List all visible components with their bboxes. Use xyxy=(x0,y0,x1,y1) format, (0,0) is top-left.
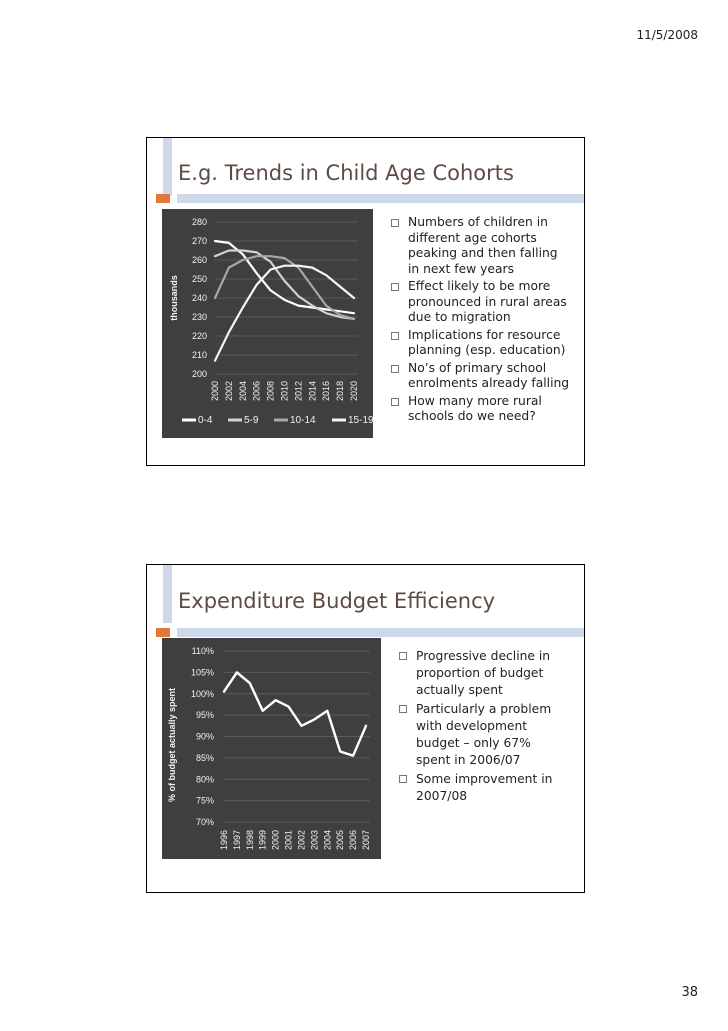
slide-decor-orange-square xyxy=(156,194,170,203)
slide-decor-horizontal-bar xyxy=(177,194,584,203)
legend-label: 5-9 xyxy=(244,415,259,426)
y-tick-label: 95% xyxy=(196,710,214,720)
y-tick-label: 280 xyxy=(192,217,207,227)
cohort-chart: 280 270 260 250 240 230 220 210 200 2000 2002 2004 2… xyxy=(162,209,373,438)
x-tick-label: 1998 xyxy=(245,830,255,850)
page-number: 38 xyxy=(681,985,698,1000)
x-tick-label: 2018 xyxy=(335,381,345,401)
bullet-text: How many more rural schools do we need? xyxy=(408,393,542,424)
bullet-item: Particularly a problem with development … xyxy=(399,701,564,769)
slide-decor-vertical-bar xyxy=(163,565,172,623)
y-tick-label: 250 xyxy=(192,274,207,284)
bullet-square-icon xyxy=(399,705,407,713)
bullet-item: Effect likely to be more pronounced in r… xyxy=(391,279,571,326)
bullet-square-icon xyxy=(399,775,407,783)
x-tick-label: 2016 xyxy=(321,381,331,401)
bullet-square-icon xyxy=(391,364,399,373)
x-tick-label: 2006 xyxy=(252,381,262,401)
x-tick-label: 2008 xyxy=(266,381,276,401)
x-tick-label: 2020 xyxy=(349,381,359,401)
legend-label: 10-14 xyxy=(290,415,316,426)
y-tick-label: 240 xyxy=(192,293,207,303)
page-date: 11/5/2008 xyxy=(636,28,698,42)
slide-decor-vertical-bar xyxy=(163,138,172,196)
bullet-item: Numbers of children in different age coh… xyxy=(391,215,571,277)
x-tick-label: 2007 xyxy=(361,830,371,850)
bullet-square-icon xyxy=(391,219,399,227)
bullet-text: Particularly a problem with development … xyxy=(416,702,552,767)
x-tick-label: 2006 xyxy=(348,830,358,850)
legend-label: 0-4 xyxy=(198,415,213,426)
x-tick-label: 1996 xyxy=(219,830,229,850)
budget-line-chart: 110%105%100%95%90%85%80%75%70%1996 1997 19… xyxy=(167,646,371,850)
bullet-square-icon xyxy=(399,652,407,660)
series-line xyxy=(213,255,356,321)
y-tick-label: 100% xyxy=(191,689,214,699)
series-line xyxy=(222,671,368,757)
x-tick-label: 2001 xyxy=(284,830,294,850)
series-line xyxy=(213,264,356,362)
slide-2: Expenditure Budget Efficiency 110% 105% 10… xyxy=(146,564,585,893)
slide-1: E.g. Trends in Child Age Cohorts 280 270 2… xyxy=(146,137,585,466)
y-tick-label: 85% xyxy=(196,753,214,763)
y-tick-label: 75% xyxy=(196,796,214,806)
x-tick-label: 1999 xyxy=(258,830,268,850)
x-tick-label: 2012 xyxy=(293,381,303,401)
legend-label: 15-19 xyxy=(348,415,373,426)
y-axis-title: thousands xyxy=(169,275,179,321)
y-tick-label: 230 xyxy=(192,312,207,322)
slide-decor-horizontal-bar xyxy=(177,628,584,637)
y-tick-label: 105% xyxy=(191,667,214,677)
bullet-item: Some improvement in 2007/08 xyxy=(399,771,564,805)
y-tick-label: 80% xyxy=(196,774,214,784)
y-tick-label: 210 xyxy=(192,350,207,360)
x-tick-label: 2000 xyxy=(210,381,220,401)
x-tick-label: 2002 xyxy=(296,830,306,850)
y-tick-label: 270 xyxy=(192,236,207,246)
bullet-item: How many more rural schools do we need? xyxy=(391,394,571,425)
x-tick-label: 2003 xyxy=(309,830,319,850)
bullet-square-icon xyxy=(391,331,399,340)
y-tick-label: 200 xyxy=(192,369,207,379)
slide-1-bullets: Numbers of children in different age coh… xyxy=(391,215,571,427)
y-tick-label: 110% xyxy=(192,646,214,656)
bullet-text: Some improvement in 2007/08 xyxy=(416,772,553,803)
series-line xyxy=(213,249,356,321)
slide-title: E.g. Trends in Child Age Cohorts xyxy=(178,161,514,185)
bullet-square-icon xyxy=(391,283,399,291)
bullet-text: Effect likely to be more pronounced in r… xyxy=(408,279,567,324)
y-tick-label: 260 xyxy=(192,255,207,265)
x-tick-label: 2004 xyxy=(238,381,248,401)
series-line xyxy=(213,239,356,315)
bullet-text: No’s of primary school enrolments alread… xyxy=(408,360,570,391)
y-axis-title: % of budget actually spent xyxy=(167,688,177,802)
slide-title: Expenditure Budget Efficiency xyxy=(178,589,496,613)
budget-chart: 110% 105% 100% 95% 90% 85% 80% 75% 70% 1996 1997 19… xyxy=(162,638,381,859)
slide-decor-orange-square xyxy=(156,628,170,637)
bullet-item: No’s of primary school enrolments alread… xyxy=(391,361,571,392)
y-tick-label: 220 xyxy=(192,331,207,341)
bullet-item: Implications for resource planning (esp.… xyxy=(391,328,571,359)
x-tick-label: 1997 xyxy=(232,830,242,850)
x-tick-label: 2002 xyxy=(224,381,234,401)
x-tick-label: 2004 xyxy=(322,830,332,850)
y-tick-label: 90% xyxy=(196,732,214,742)
x-tick-label: 2005 xyxy=(335,830,345,850)
bullet-text: Progressive decline in proportion of bud… xyxy=(416,649,551,697)
bullet-square-icon xyxy=(391,397,399,406)
x-tick-label: 2010 xyxy=(280,381,290,401)
slide-2-bullets: Progressive decline in proportion of bud… xyxy=(399,648,564,807)
bullet-text: Implications for resource planning (esp.… xyxy=(408,327,566,358)
x-tick-label: 2000 xyxy=(271,830,281,850)
bullet-text: Numbers of children in different age coh… xyxy=(408,215,558,276)
y-tick-label: 70% xyxy=(196,817,214,827)
bullet-item: Progressive decline in proportion of bud… xyxy=(399,648,564,699)
x-tick-label: 2014 xyxy=(307,381,317,401)
